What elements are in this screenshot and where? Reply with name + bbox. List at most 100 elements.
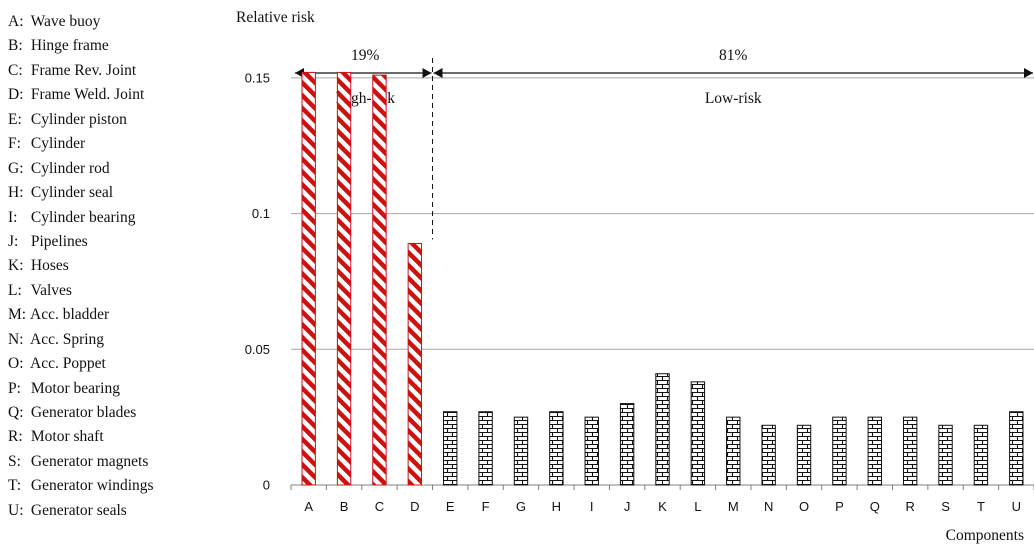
bar-T bbox=[973, 424, 989, 486]
legend-name: Hinge frame bbox=[27, 37, 109, 55]
legend-key: E: bbox=[8, 110, 22, 128]
legend-item: J: Pipelines bbox=[8, 230, 154, 254]
legend-item: H: Cylinder seal bbox=[8, 181, 154, 205]
legend-item: D: Frame Weld. Joint bbox=[8, 83, 154, 107]
x-tick-label: O bbox=[799, 499, 809, 514]
x-tick-label: N bbox=[764, 499, 773, 514]
bar-O bbox=[796, 424, 812, 486]
x-tick-label: A bbox=[304, 499, 313, 514]
y-tick-label: 0.15 bbox=[245, 70, 270, 85]
legend-item: C: Frame Rev. Joint bbox=[8, 59, 154, 83]
legend-key: P: bbox=[8, 379, 21, 397]
legend-item: A: Wave buoy bbox=[8, 10, 154, 34]
x-tick-label: G bbox=[516, 499, 526, 514]
x-tick-label: R bbox=[905, 499, 914, 514]
x-tick-label: H bbox=[552, 499, 561, 514]
x-tick-label: K bbox=[658, 499, 667, 514]
legend-item: L: Valves bbox=[8, 279, 154, 303]
legend-name: Cylinder bearing bbox=[27, 208, 136, 226]
x-tick-label: D bbox=[410, 499, 419, 514]
bar-L bbox=[690, 381, 706, 486]
legend-name: Acc. bladder bbox=[27, 306, 110, 324]
legend-name: Frame Weld. Joint bbox=[27, 86, 145, 104]
bar-N bbox=[761, 424, 776, 486]
x-tick-label: S bbox=[941, 499, 950, 514]
x-tick-label: M bbox=[728, 499, 739, 514]
x-tick-label: C bbox=[375, 499, 384, 514]
bar-H bbox=[549, 411, 564, 486]
legend-item: U: Generator seals bbox=[8, 499, 154, 523]
legend-name: Valves bbox=[27, 281, 72, 299]
y-axis-title: Relative risk bbox=[236, 9, 315, 26]
legend-item: R: Motor shaft bbox=[8, 425, 154, 449]
legend-name: Hoses bbox=[27, 257, 69, 275]
legend-name: Cylinder rod bbox=[27, 159, 110, 177]
bar-B bbox=[336, 71, 352, 486]
legend-name: Cylinder piston bbox=[27, 110, 127, 128]
legend-name: Motor bearing bbox=[27, 379, 120, 397]
legend-item: K: Hoses bbox=[8, 254, 154, 278]
bar-A bbox=[301, 71, 316, 486]
legend-key: R: bbox=[8, 428, 23, 446]
bar-I bbox=[584, 416, 599, 486]
legend-key: Q: bbox=[8, 404, 24, 421]
legend-key: M: bbox=[8, 306, 27, 324]
legend-key: H: bbox=[8, 184, 24, 202]
legend-item: F: Cylinder bbox=[8, 132, 154, 156]
legend-name: Generator magnets bbox=[27, 452, 149, 470]
legend-item: E: Cylinder piston bbox=[8, 108, 154, 132]
legend-item: G: Cylinder rod bbox=[8, 157, 154, 181]
y-tick-label: 0.05 bbox=[245, 342, 270, 357]
legend-name: Generator seals bbox=[27, 501, 127, 519]
legend-key: T: bbox=[8, 477, 22, 495]
bar-E bbox=[443, 411, 458, 486]
x-tick-label: F bbox=[482, 499, 490, 514]
x-tick-label: P bbox=[835, 499, 844, 514]
legend-name: Acc. Poppet bbox=[27, 355, 106, 373]
legend-item: S: Generator magnets bbox=[8, 450, 154, 474]
legend-key: S: bbox=[8, 452, 21, 470]
bar-P bbox=[832, 416, 847, 486]
y-tick-label: 0.1 bbox=[252, 206, 270, 221]
x-tick-label: L bbox=[694, 499, 701, 514]
bar-M bbox=[726, 416, 741, 486]
x-tick-label: Q bbox=[870, 499, 880, 514]
x-tick-label: T bbox=[977, 499, 985, 514]
arrowhead-right bbox=[422, 68, 432, 78]
legend-key: D: bbox=[8, 86, 24, 104]
legend-key: U: bbox=[8, 501, 24, 519]
legend-key: B: bbox=[8, 37, 23, 55]
bar-U bbox=[1009, 411, 1024, 486]
bar-J bbox=[619, 403, 635, 486]
legend-key: C: bbox=[8, 61, 23, 79]
legend-key: A: bbox=[8, 13, 24, 30]
x-tick-label: E bbox=[446, 499, 455, 514]
bar-K bbox=[655, 373, 670, 486]
arrowhead-right bbox=[1024, 68, 1033, 78]
legend-item: I: Cylinder bearing bbox=[8, 206, 154, 230]
legend-name: Motor shaft bbox=[27, 428, 104, 446]
legend-name: Pipelines bbox=[27, 232, 88, 250]
group-share-label: 81% bbox=[719, 47, 748, 64]
legend-name: Generator blades bbox=[27, 404, 137, 421]
legend-item: M: Acc. bladder bbox=[8, 303, 154, 327]
bar-D bbox=[407, 242, 423, 486]
legend-name: Frame Rev. Joint bbox=[27, 61, 137, 79]
x-tick-label: I bbox=[590, 499, 594, 514]
legend-item: P: Motor bearing bbox=[8, 377, 154, 401]
legend-item: O: Acc. Poppet bbox=[8, 352, 154, 376]
legend-key: I: bbox=[8, 208, 18, 226]
bar-C bbox=[372, 74, 387, 486]
bar-G bbox=[513, 416, 529, 486]
legend-name: Cylinder seal bbox=[27, 184, 114, 202]
legend-key: K: bbox=[8, 257, 24, 275]
legend-item: Q: Generator blades bbox=[8, 401, 154, 425]
x-axis-title: Components bbox=[946, 527, 1024, 544]
legend-name: Wave buoy bbox=[27, 13, 101, 30]
legend-key: L: bbox=[8, 281, 22, 299]
legend-item: T: Generator windings bbox=[8, 474, 154, 498]
component-legend: A: Wave buoy B: Hinge frame C: Frame Rev. … bbox=[8, 10, 154, 523]
x-tick-label: U bbox=[1012, 499, 1021, 514]
legend-key: O: bbox=[8, 355, 24, 373]
